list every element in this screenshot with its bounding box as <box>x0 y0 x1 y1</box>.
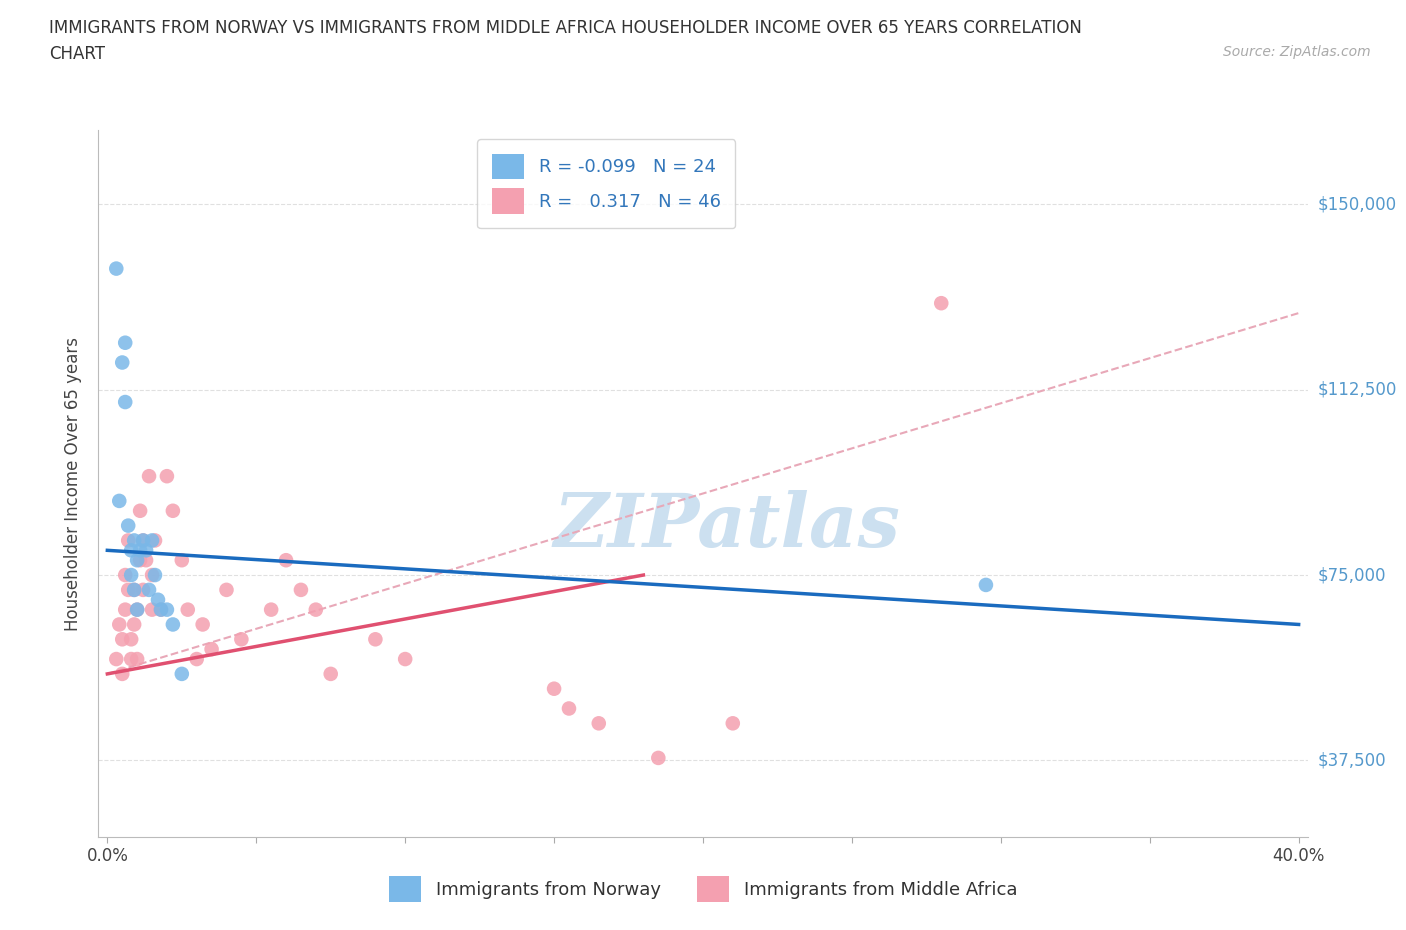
Point <box>135 543 157 558</box>
Point <box>149 603 172 618</box>
Text: Source: ZipAtlas.com: Source: ZipAtlas.com <box>1223 45 1371 59</box>
Point <box>111 631 134 646</box>
Point <box>929 296 952 311</box>
Point <box>231 631 253 646</box>
Point <box>105 261 128 276</box>
Point <box>127 603 149 618</box>
Point <box>129 503 152 518</box>
Point <box>120 567 142 582</box>
Text: $37,500: $37,500 <box>1317 751 1386 769</box>
Legend: Immigrants from Norway, Immigrants from Middle Africa: Immigrants from Norway, Immigrants from … <box>381 870 1025 910</box>
Point <box>200 642 222 657</box>
Point <box>122 617 145 631</box>
Point <box>162 503 184 518</box>
Point <box>135 552 157 567</box>
Point <box>588 716 610 731</box>
Point <box>129 543 152 558</box>
Point <box>305 603 328 618</box>
Point <box>114 336 136 351</box>
Text: CHART: CHART <box>49 45 105 62</box>
Point <box>108 494 131 509</box>
Point <box>141 567 163 582</box>
Point <box>156 469 179 484</box>
Point <box>111 667 134 682</box>
Point <box>105 652 128 667</box>
Point <box>143 533 166 548</box>
Point <box>191 617 214 631</box>
Point <box>138 469 160 484</box>
Point <box>114 394 136 409</box>
Text: $150,000: $150,000 <box>1317 195 1396 213</box>
Text: $75,000: $75,000 <box>1317 566 1386 584</box>
Point <box>721 716 744 731</box>
Point <box>177 603 200 618</box>
Point <box>129 552 152 567</box>
Point <box>394 652 416 667</box>
Point <box>132 533 155 548</box>
Text: $112,500: $112,500 <box>1317 380 1396 399</box>
Point <box>156 603 179 618</box>
Point <box>974 578 997 592</box>
Point <box>215 582 238 597</box>
Point <box>138 582 160 597</box>
Point <box>141 603 163 618</box>
Point <box>111 355 134 370</box>
Point <box>120 543 142 558</box>
Point <box>149 603 172 618</box>
Point <box>117 518 139 533</box>
Point <box>186 652 208 667</box>
Point <box>141 533 163 548</box>
Point <box>114 567 136 582</box>
Point <box>146 592 169 607</box>
Point <box>127 603 149 618</box>
Point <box>162 617 184 631</box>
Point <box>108 617 131 631</box>
Text: ZIPatlas: ZIPatlas <box>554 490 901 563</box>
Y-axis label: Householder Income Over 65 years: Householder Income Over 65 years <box>65 337 83 631</box>
Point <box>647 751 669 765</box>
Point <box>274 552 297 567</box>
Point <box>120 652 142 667</box>
Point <box>127 652 149 667</box>
Point <box>170 552 193 567</box>
Point <box>132 533 155 548</box>
Point <box>120 631 142 646</box>
Point <box>122 533 145 548</box>
Point <box>290 582 312 597</box>
Point <box>114 603 136 618</box>
Point <box>170 667 193 682</box>
Point <box>319 667 342 682</box>
Point <box>364 631 387 646</box>
Point <box>122 582 145 597</box>
Point <box>558 701 581 716</box>
Point <box>117 582 139 597</box>
Point <box>143 567 166 582</box>
Point <box>117 533 139 548</box>
Point <box>122 582 145 597</box>
Point <box>132 582 155 597</box>
Point <box>260 603 283 618</box>
Point <box>543 682 565 697</box>
Text: IMMIGRANTS FROM NORWAY VS IMMIGRANTS FROM MIDDLE AFRICA HOUSEHOLDER INCOME OVER : IMMIGRANTS FROM NORWAY VS IMMIGRANTS FRO… <box>49 19 1083 36</box>
Point <box>127 552 149 567</box>
